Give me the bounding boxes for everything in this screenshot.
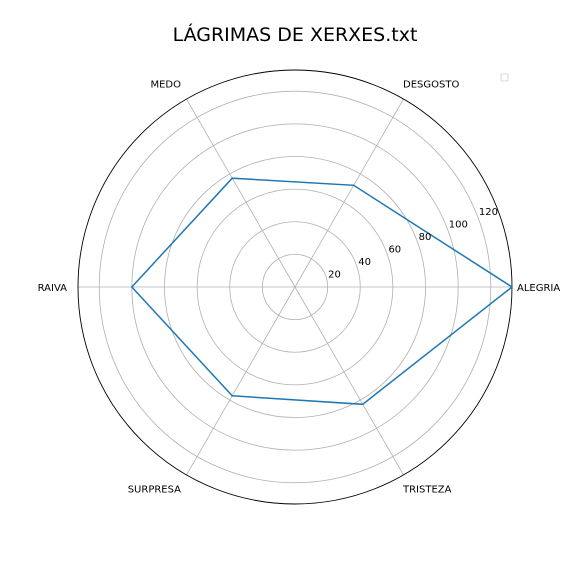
r-tick-label-40: 40: [358, 257, 371, 268]
r-tick-label-60: 60: [388, 245, 401, 256]
legend-box: [500, 73, 509, 82]
data-point-0-5: [361, 403, 364, 406]
label-layer: ALEGRIA DESGOSTO MEDO RAIVA SURPRESA TRISTEZA…: [38, 80, 561, 496]
r-tick-label-100: 100: [449, 220, 468, 231]
spoke-4: [186, 286, 296, 476]
spoke-2: [186, 98, 296, 288]
radial-grid: [77, 69, 513, 505]
series-layer: [130, 177, 513, 406]
category-label-3: RAIVA: [38, 283, 68, 294]
series-line-0: [130, 177, 513, 406]
r-tick-label-20: 20: [328, 270, 341, 281]
category-label-2: MEDO: [150, 80, 181, 91]
category-label-0: ALEGRIA: [517, 283, 560, 294]
data-point-0-1: [352, 184, 355, 187]
category-label-5: TRISTEZA: [402, 484, 452, 495]
r-tick-label-80: 80: [419, 232, 432, 243]
category-label-1: DESGOSTO: [403, 80, 459, 91]
category-label-4: SURPRESA: [128, 484, 181, 495]
data-point-0-4: [231, 395, 233, 397]
data-point-0-2: [231, 177, 233, 179]
spoke-5: [294, 286, 404, 476]
data-point-0-0: [511, 286, 513, 288]
data-point-0-3: [131, 286, 133, 288]
r-tick-label-120: 120: [479, 207, 498, 218]
spoke-1: [294, 98, 404, 288]
chart-title: LÁGRIMAS DE XERXES.txt: [173, 23, 418, 46]
